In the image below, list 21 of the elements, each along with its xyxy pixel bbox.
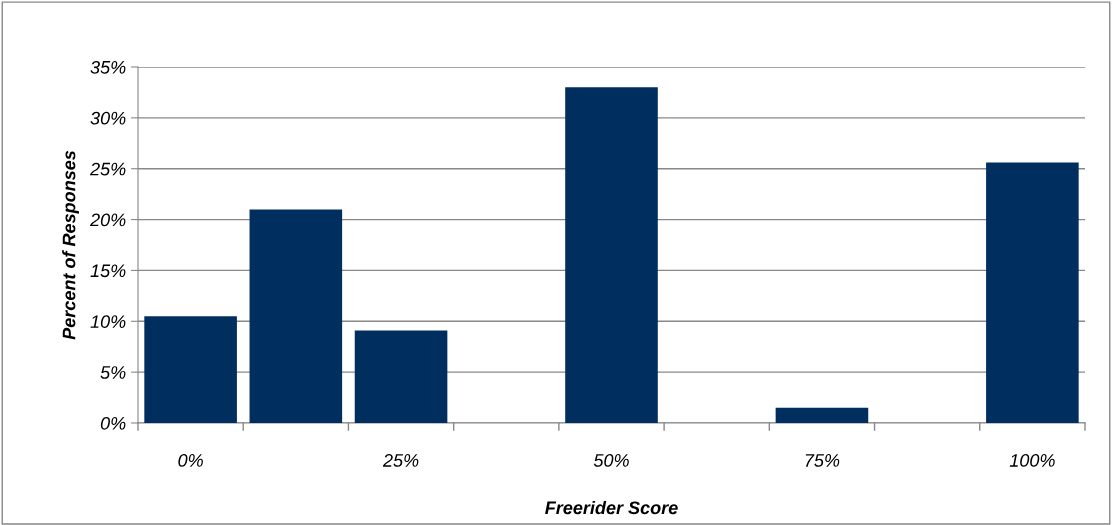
bar bbox=[565, 87, 658, 423]
x-axis-title: Freerider Score bbox=[545, 500, 678, 515]
y-tick-label: 25% bbox=[89, 162, 126, 176]
y-tick-label: 5% bbox=[100, 366, 126, 379]
y-tick-label: 35% bbox=[90, 60, 126, 74]
y-tick-label: 20% bbox=[89, 213, 126, 227]
y-axis-title: Percent of Responses bbox=[62, 150, 79, 340]
bar bbox=[249, 209, 343, 423]
y-tick-label: 30% bbox=[90, 111, 126, 125]
bar bbox=[144, 316, 237, 423]
bar bbox=[986, 162, 1079, 423]
x-tick-label: 50% bbox=[593, 454, 629, 467]
x-tick-label: 100% bbox=[1009, 454, 1055, 467]
y-tick-label: 0% bbox=[100, 416, 126, 430]
x-tick-label: 0% bbox=[178, 454, 203, 467]
y-tick-label: 10% bbox=[90, 315, 126, 329]
y-tick-label: 15% bbox=[90, 264, 126, 278]
bar bbox=[354, 330, 448, 423]
x-tick-label: 25% bbox=[382, 454, 419, 467]
x-tick-label: 75% bbox=[805, 454, 840, 467]
bar bbox=[775, 407, 869, 423]
